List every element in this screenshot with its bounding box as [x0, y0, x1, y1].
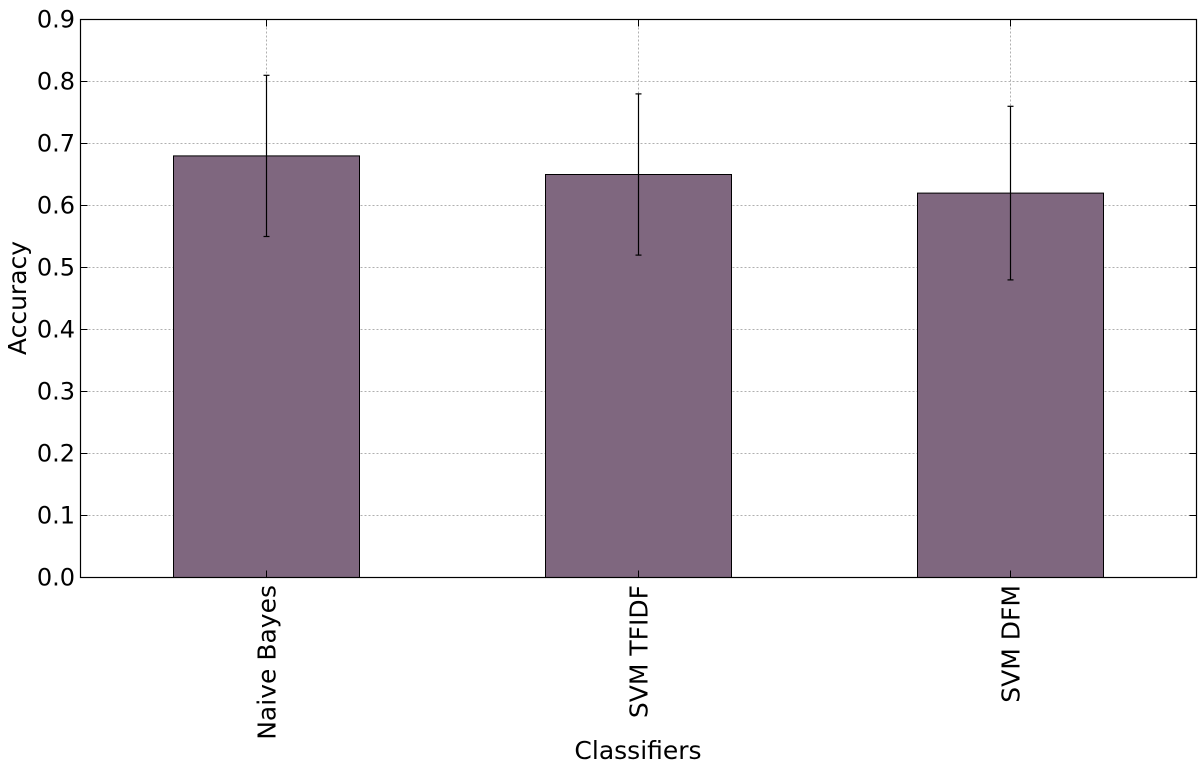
ticks-layer [80, 19, 1197, 578]
x-tick-label: SVM DFM [997, 585, 1026, 703]
y-tick-labels: 0.0 0.1 0.2 0.3 0.4 0.5 0.6 0.7 0.8 0.9 [37, 6, 75, 592]
y-tick-label: 0.2 [37, 440, 75, 468]
error-bars-layer [263, 74, 1014, 281]
y-tick-label: 0.5 [37, 254, 75, 282]
y-tick-label: 0.6 [37, 192, 75, 220]
y-tick-label: 0.0 [37, 564, 75, 592]
x-tick-labels: Naive Bayes SVM TFIDF SVM DFM [253, 585, 1026, 740]
y-tick-label: 0.1 [37, 502, 75, 530]
x-axis-label: Classifiers [574, 736, 701, 765]
y-tick-label: 0.9 [37, 6, 75, 34]
y-tick-label: 0.4 [37, 316, 75, 344]
y-axis-label: Accuracy [3, 241, 32, 355]
y-tick-label: 0.7 [37, 130, 75, 158]
x-tick-label: SVM TFIDF [625, 585, 654, 718]
x-tick-label: Naive Bayes [253, 585, 282, 740]
y-tick-label: 0.3 [37, 378, 75, 406]
y-tick-label: 0.8 [37, 68, 75, 96]
